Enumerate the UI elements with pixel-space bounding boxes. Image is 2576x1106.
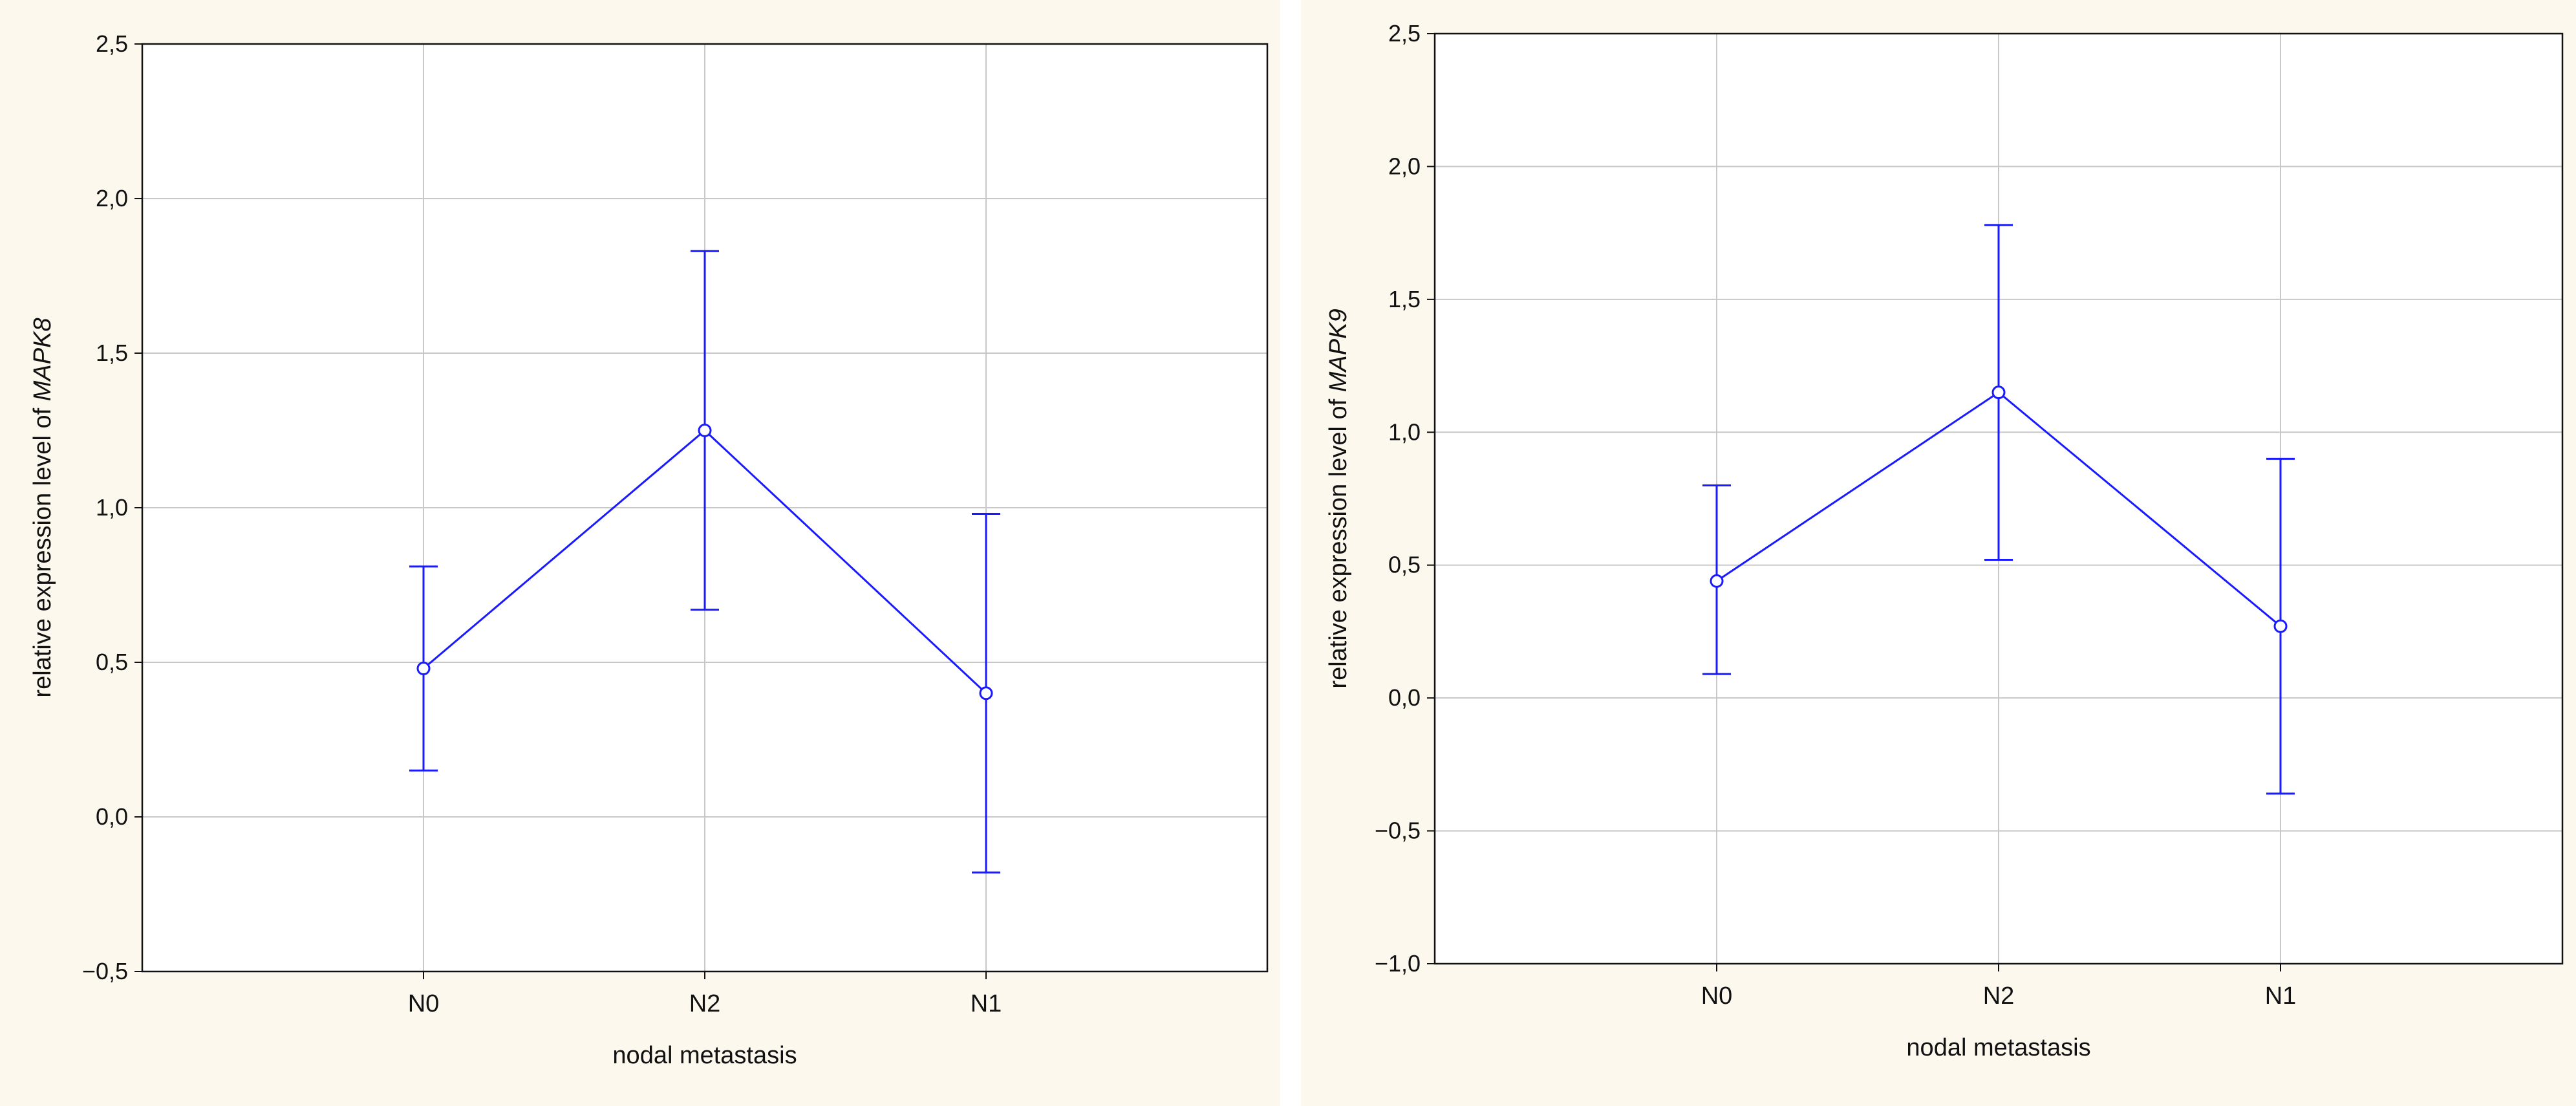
chart-mapk9: −1,0 −0,5 0,0 0,5 1,0 1,5 2,0 2,5 N0 N2 N1 nodal me…: [1325, 20, 2564, 1061]
data-point-n1: [2273, 619, 2288, 633]
x-tick-label-n2: N2: [689, 990, 721, 1017]
y-axis-label: relative expression level of MAPK9: [1325, 309, 1352, 688]
y-tick-label: −0,5: [82, 958, 128, 984]
chart-panel-mapk9: −1,0 −0,5 0,0 0,5 1,0 1,5 2,0 2,5 N0 N2 N1 nodal me…: [1301, 0, 2576, 1106]
plot-frame: [141, 43, 1269, 973]
y-tick-label: 2,0: [96, 185, 128, 211]
y-tick-label: 1,5: [96, 340, 128, 366]
y-tick-label: 0,5: [1388, 552, 1421, 578]
y-tick-label: −1,0: [1375, 950, 1421, 977]
chart-panel-mapk8: −0,5 0,0 0,5 1,0 1,5 2,0 2,5 N0 N2 N1 nodal metast…: [0, 0, 1280, 1106]
y-tick-label: 2,0: [1388, 153, 1421, 179]
y-tick-label: 0,5: [96, 649, 128, 675]
data-point-n1: [979, 686, 993, 700]
plot-frame: [1433, 32, 2564, 965]
data-point-n2: [1991, 385, 2006, 400]
data-point-n0: [416, 662, 431, 676]
y-tick-label: 2,5: [96, 30, 128, 57]
y-axis-label-prefix: relative expression level of: [29, 401, 56, 697]
chart-mapk8: −0,5 0,0 0,5 1,0 1,5 2,0 2,5 N0 N2 N1 nodal metast…: [29, 30, 1269, 1069]
y-tick-label: 2,5: [1388, 20, 1421, 47]
y-axis-label-prefix: relative expression level of: [1325, 392, 1352, 688]
y-tick-label: 1,0: [96, 494, 128, 521]
x-tick-label-n1: N1: [2265, 982, 2297, 1010]
y-tick-label: 1,0: [1388, 418, 1421, 445]
y-axis-label-gene: MAPK9: [1325, 309, 1352, 392]
x-tick-label-n0: N0: [408, 990, 440, 1017]
x-axis-label: nodal metastasis: [612, 1042, 797, 1069]
y-tick-label: 1,5: [1388, 286, 1421, 312]
x-tick-label-n2: N2: [1983, 982, 2015, 1010]
y-tick-label: 0,0: [96, 803, 128, 830]
x-axis-label: nodal metastasis: [1906, 1034, 2090, 1061]
data-point-n2: [698, 424, 712, 437]
data-point-n0: [1710, 574, 1724, 588]
y-axis-label: relative expression level of MAPK8: [29, 318, 56, 697]
x-tick-label-n0: N0: [1701, 982, 1733, 1010]
y-tick-label: 0,0: [1388, 684, 1421, 711]
y-axis-label-gene: MAPK8: [29, 318, 56, 401]
y-tick-label: −0,5: [1375, 818, 1421, 844]
x-tick-label-n1: N1: [971, 990, 1002, 1017]
